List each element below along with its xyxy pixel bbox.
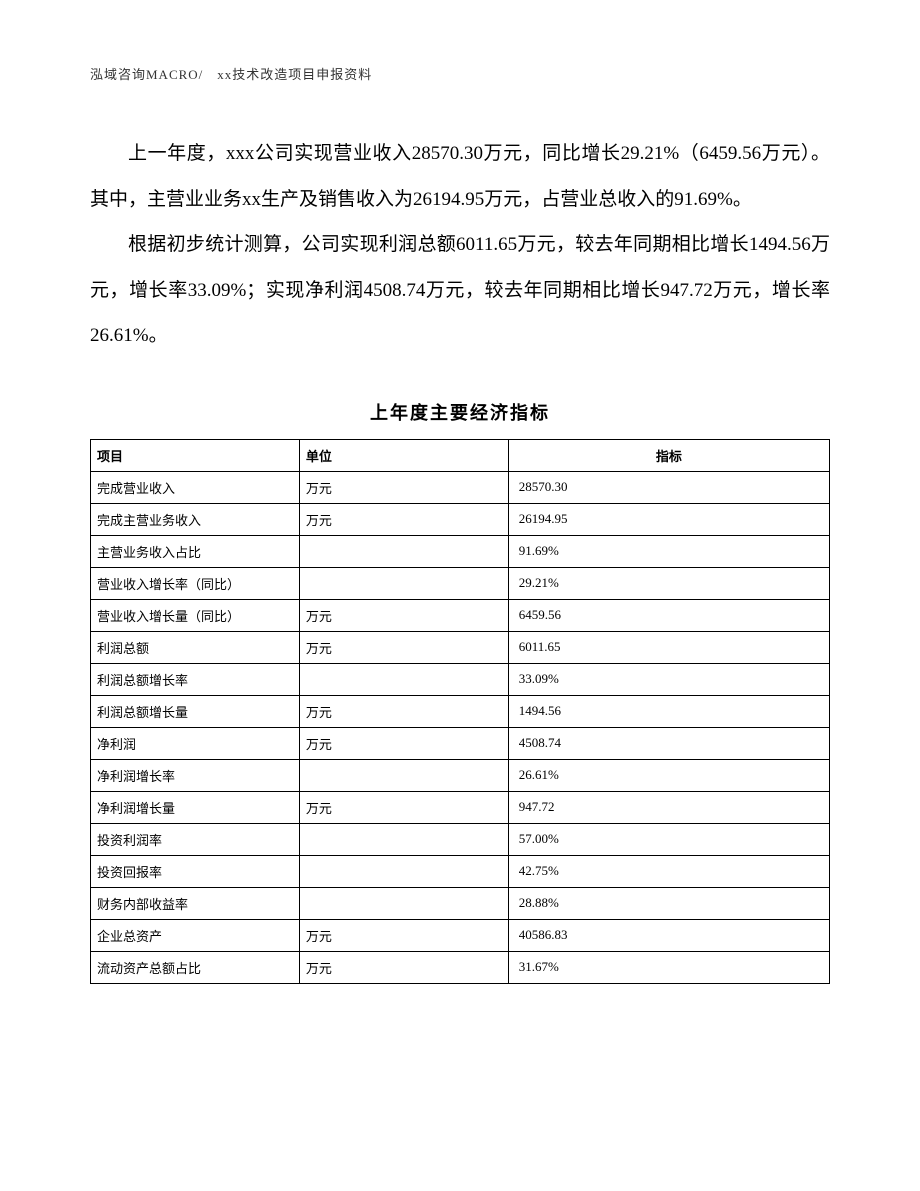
cell-value: 6459.56 xyxy=(508,599,829,631)
table-row: 完成主营业务收入 万元 26194.95 xyxy=(91,503,830,535)
cell-value: 91.69% xyxy=(508,535,829,567)
cell-value: 26194.95 xyxy=(508,503,829,535)
cell-value: 28.88% xyxy=(508,887,829,919)
cell-unit: 万元 xyxy=(299,791,508,823)
table-row: 净利润 万元 4508.74 xyxy=(91,727,830,759)
cell-value: 1494.56 xyxy=(508,695,829,727)
cell-item: 利润总额增长量 xyxy=(91,695,300,727)
cell-value: 31.67% xyxy=(508,951,829,983)
table-row: 主营业务收入占比 91.69% xyxy=(91,535,830,567)
cell-unit xyxy=(299,759,508,791)
cell-value: 29.21% xyxy=(508,567,829,599)
table-header-row: 项目 单位 指标 xyxy=(91,439,830,471)
page-header: 泓域咨询MACRO/ xx技术改造项目申报资料 xyxy=(90,64,830,83)
cell-item: 投资利润率 xyxy=(91,823,300,855)
table-row: 净利润增长率 26.61% xyxy=(91,759,830,791)
cell-unit: 万元 xyxy=(299,503,508,535)
table-row: 营业收入增长量（同比） 万元 6459.56 xyxy=(91,599,830,631)
cell-unit xyxy=(299,535,508,567)
cell-item: 企业总资产 xyxy=(91,919,300,951)
table-row: 投资回报率 42.75% xyxy=(91,855,830,887)
cell-item: 利润总额 xyxy=(91,631,300,663)
cell-value: 26.61% xyxy=(508,759,829,791)
cell-value: 33.09% xyxy=(508,663,829,695)
table-row: 完成营业收入 万元 28570.30 xyxy=(91,471,830,503)
table-row: 流动资产总额占比 万元 31.67% xyxy=(91,951,830,983)
table-row: 利润总额 万元 6011.65 xyxy=(91,631,830,663)
cell-unit: 万元 xyxy=(299,695,508,727)
cell-item: 营业收入增长率（同比） xyxy=(91,567,300,599)
cell-item: 净利润增长量 xyxy=(91,791,300,823)
table-row: 财务内部收益率 28.88% xyxy=(91,887,830,919)
body-text-block: 上一年度，xxx公司实现营业收入28570.30万元，同比增长29.21%（64… xyxy=(90,131,830,359)
cell-item: 主营业务收入占比 xyxy=(91,535,300,567)
economic-indicators-table: 项目 单位 指标 完成营业收入 万元 28570.30 完成主营业务收入 万元 … xyxy=(90,439,830,984)
cell-value: 6011.65 xyxy=(508,631,829,663)
cell-item: 营业收入增长量（同比） xyxy=(91,599,300,631)
cell-value: 947.72 xyxy=(508,791,829,823)
cell-item: 完成主营业务收入 xyxy=(91,503,300,535)
col-header-item: 项目 xyxy=(91,439,300,471)
cell-unit xyxy=(299,855,508,887)
paragraph-1: 上一年度，xxx公司实现营业收入28570.30万元，同比增长29.21%（64… xyxy=(90,131,830,222)
cell-item: 利润总额增长率 xyxy=(91,663,300,695)
cell-item: 流动资产总额占比 xyxy=(91,951,300,983)
cell-unit: 万元 xyxy=(299,951,508,983)
cell-value: 4508.74 xyxy=(508,727,829,759)
cell-value: 42.75% xyxy=(508,855,829,887)
cell-item: 完成营业收入 xyxy=(91,471,300,503)
cell-unit xyxy=(299,567,508,599)
cell-unit: 万元 xyxy=(299,727,508,759)
table-body: 完成营业收入 万元 28570.30 完成主营业务收入 万元 26194.95 … xyxy=(91,471,830,983)
cell-item: 净利润增长率 xyxy=(91,759,300,791)
table-row: 营业收入增长率（同比） 29.21% xyxy=(91,567,830,599)
cell-value: 28570.30 xyxy=(508,471,829,503)
cell-unit xyxy=(299,663,508,695)
cell-unit: 万元 xyxy=(299,471,508,503)
cell-unit: 万元 xyxy=(299,599,508,631)
cell-unit: 万元 xyxy=(299,631,508,663)
table-row: 净利润增长量 万元 947.72 xyxy=(91,791,830,823)
cell-unit xyxy=(299,887,508,919)
cell-item: 投资回报率 xyxy=(91,855,300,887)
table-row: 利润总额增长量 万元 1494.56 xyxy=(91,695,830,727)
col-header-value: 指标 xyxy=(508,439,829,471)
cell-value: 57.00% xyxy=(508,823,829,855)
table-row: 投资利润率 57.00% xyxy=(91,823,830,855)
document-page: 泓域咨询MACRO/ xx技术改造项目申报资料 上一年度，xxx公司实现营业收入… xyxy=(0,0,920,1191)
cell-unit xyxy=(299,823,508,855)
cell-item: 财务内部收益率 xyxy=(91,887,300,919)
table-row: 企业总资产 万元 40586.83 xyxy=(91,919,830,951)
table-row: 利润总额增长率 33.09% xyxy=(91,663,830,695)
cell-item: 净利润 xyxy=(91,727,300,759)
table-title: 上年度主要经济指标 xyxy=(90,399,830,425)
paragraph-2: 根据初步统计测算，公司实现利润总额6011.65万元，较去年同期相比增长1494… xyxy=(90,222,830,359)
cell-unit: 万元 xyxy=(299,919,508,951)
col-header-unit: 单位 xyxy=(299,439,508,471)
cell-value: 40586.83 xyxy=(508,919,829,951)
